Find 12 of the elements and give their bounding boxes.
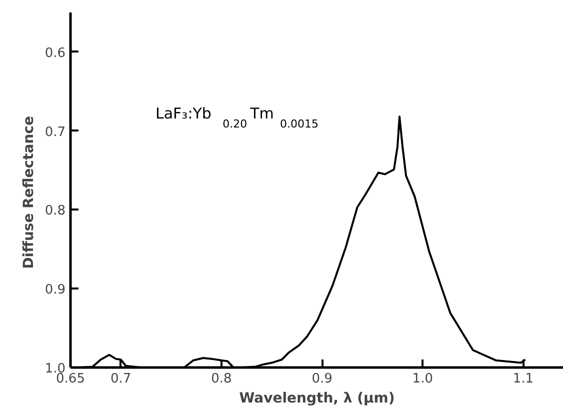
- x-tick-label: 1.0: [412, 372, 433, 386]
- annotation: LaF₃:Yb0.20 Tm0.0015: [156, 104, 319, 130]
- y-tick-label: 0.9: [44, 282, 66, 298]
- x-axis-title: Wavelength, λ (μm): [239, 390, 395, 406]
- x-tick-label: 0.9: [312, 372, 332, 386]
- y-tick-label: 0.7: [44, 124, 66, 140]
- x-tick-label: 0.8: [211, 372, 232, 386]
- y-tick-label: 0.8: [44, 204, 66, 219]
- x-tick-label: 1.1: [512, 372, 534, 386]
- y-tick-label: 0.6: [44, 46, 66, 61]
- x-tick-label: 0.7: [110, 372, 132, 386]
- y-axis-title: Diffuse Reflectance: [20, 116, 37, 269]
